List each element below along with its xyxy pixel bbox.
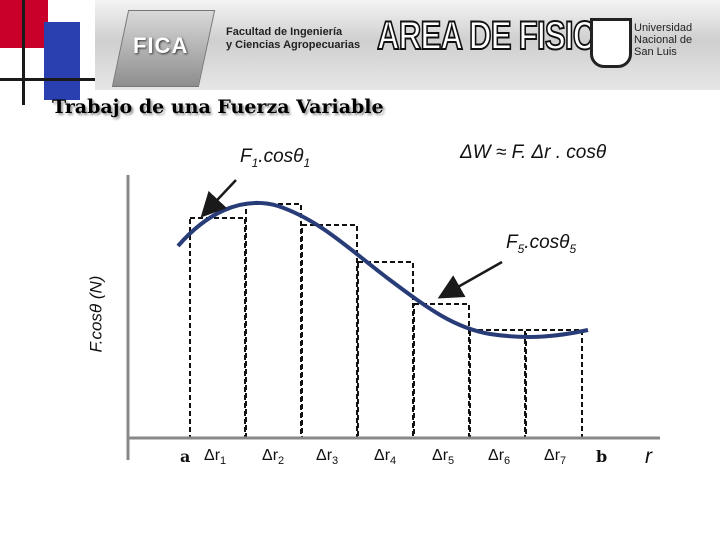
area-title: AREA DE FISICA	[376, 13, 618, 59]
interval-label-1: Δr1	[204, 447, 227, 468]
university-name: Universidad Nacional de San Luis	[634, 22, 692, 58]
fica-logo-text: FICA	[133, 33, 189, 58]
label-f1-cos1: F1.cosθ1	[240, 146, 311, 170]
bar-4	[357, 261, 414, 439]
x-axis-label: r	[645, 445, 652, 468]
corner-hline	[0, 78, 125, 81]
delta-glyph: Δ	[488, 447, 499, 464]
corner-vline	[22, 0, 25, 105]
bar-3	[301, 224, 358, 439]
arrow-f1	[200, 179, 237, 218]
interval-index: 7	[560, 455, 567, 468]
interval-index: 3	[332, 455, 339, 468]
interval-label-6: Δr6	[488, 447, 511, 468]
bar-6	[469, 329, 526, 439]
interval-label-4: Δr4	[374, 447, 397, 468]
arrow-f5	[437, 260, 503, 299]
faculty-line-1: Facultad de Ingeniería	[226, 26, 343, 38]
faculty-line-2: y Ciencias Agropecuarias	[226, 39, 361, 51]
interval-index: 4	[390, 455, 397, 468]
interval-index: 2	[278, 455, 285, 468]
bar-2	[245, 203, 302, 439]
delta-glyph: Δ	[544, 447, 555, 464]
university-line-3: San Luis	[634, 46, 677, 58]
corner-blue-bar	[44, 22, 80, 100]
bar-7	[525, 329, 583, 439]
tick-label-a: a	[180, 447, 191, 466]
interval-label-5: Δr5	[432, 447, 455, 468]
delta-glyph: Δ	[262, 447, 273, 464]
interval-label-2: Δr2	[262, 447, 285, 468]
delta-glyph: Δ	[204, 447, 215, 464]
force-curve	[176, 200, 589, 339]
university-line-1: Universidad	[634, 22, 693, 34]
interval-index: 6	[504, 455, 511, 468]
interval-index: 5	[448, 455, 455, 468]
interval-index: 1	[220, 455, 227, 468]
university-line-2: Nacional de	[634, 34, 693, 46]
interval-label-7: Δr7	[544, 447, 567, 468]
delta-glyph: Δ	[374, 447, 385, 464]
faculty-name: Facultad de Ingeniería y Ciencias Agrope…	[226, 26, 360, 52]
tick-label-b: b	[596, 447, 608, 466]
label-work-formula: ΔW ≈ F. Δr . cosθ	[460, 142, 607, 163]
bar-1	[189, 217, 246, 439]
slide-title: Trabajo de una Fuerza Variable	[52, 96, 384, 118]
y-axis-label: F.cosθ (N)	[86, 275, 106, 353]
interval-label-3: Δr3	[316, 447, 339, 468]
university-shield-icon	[590, 18, 632, 68]
delta-glyph: Δ	[316, 447, 327, 464]
label-f5-cos5: F5.cosθ5	[506, 232, 577, 256]
delta-glyph: Δ	[432, 447, 443, 464]
